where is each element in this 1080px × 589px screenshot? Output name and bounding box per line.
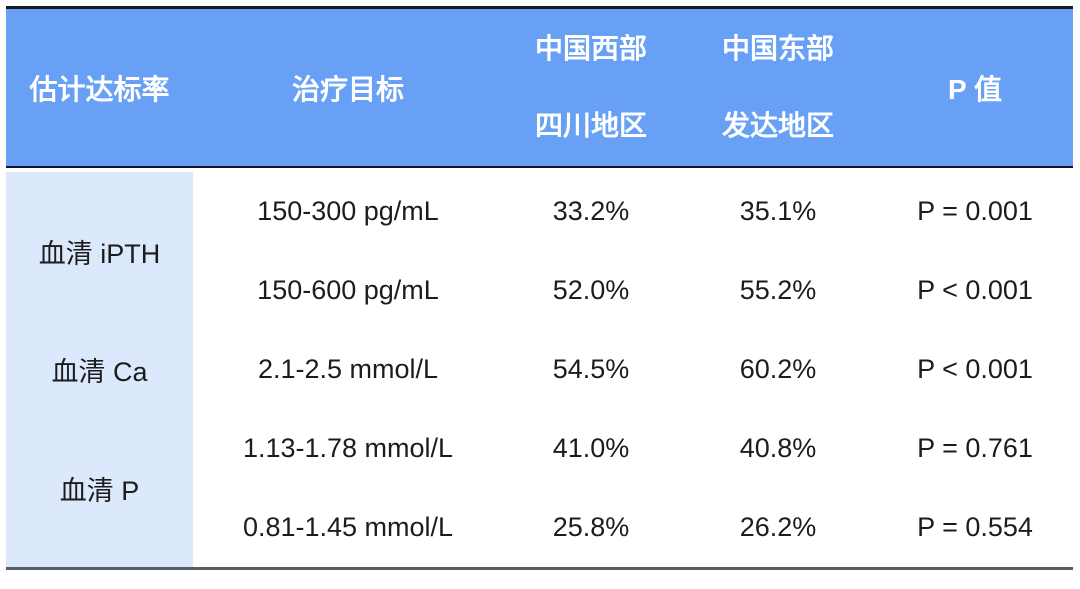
header-treatment-target: 治疗目标 [291, 73, 404, 105]
header-p-value: P 值 [948, 73, 1002, 105]
table-header-row: 估计达标率 治疗目标 中国西部 四川地区 中国东部 发达地区 P 值 [6, 9, 1073, 168]
cell-p-value: P = 0.001 [917, 196, 1033, 226]
cell-east-rate: 60.2% [739, 354, 817, 384]
cell-target: 150-300 pg/mL [257, 196, 439, 226]
row-group-label-serum-ipth: 血清 iPTH [6, 172, 193, 330]
cell-west-rate: 54.5% [552, 354, 630, 384]
header-west-china-line2: 四川地区 [534, 110, 647, 141]
cell-target: 150-600 pg/mL [257, 275, 439, 305]
achievement-rate-table: 估计达标率 治疗目标 中国西部 四川地区 中国东部 发达地区 P 值 血清 iP… [6, 6, 1073, 570]
header-east-china-developed: 中国东部 发达地区 [679, 9, 877, 166]
cell-p-value: P = 0.554 [917, 512, 1033, 542]
header-east-china-line2: 发达地区 [721, 110, 834, 141]
cell-west-rate: 52.0% [552, 275, 630, 305]
row-group-label-serum-ca: 血清 Ca [6, 330, 193, 409]
cell-west-rate: 33.2% [552, 196, 630, 226]
cell-west-rate: 25.8% [552, 512, 630, 542]
cell-east-rate: 40.8% [739, 433, 817, 463]
cell-p-value: P = 0.761 [917, 433, 1033, 463]
header-estimated-achievement-rate: 估计达标率 [29, 73, 170, 105]
cell-p-value: P < 0.001 [917, 275, 1033, 305]
cell-target: 1.13-1.78 mmol/L [242, 433, 454, 463]
table-body: 血清 iPTH 血清 Ca 血清 P 150-300 pg/mL 33.2% 3… [6, 172, 1073, 570]
cell-east-rate: 55.2% [739, 275, 817, 305]
cell-east-rate: 26.2% [739, 512, 817, 542]
cell-target: 2.1-2.5 mmol/L [257, 354, 439, 384]
cell-p-value: P < 0.001 [917, 354, 1033, 384]
row-group-label-serum-p: 血清 P [6, 409, 193, 567]
header-west-china-sichuan: 中国西部 四川地区 [503, 9, 679, 166]
cell-east-rate: 35.1% [739, 196, 817, 226]
header-west-china-line1: 中国西部 [534, 33, 647, 64]
header-east-china-line1: 中国东部 [721, 33, 834, 64]
cell-west-rate: 41.0% [552, 433, 630, 463]
cell-target: 0.81-1.45 mmol/L [242, 512, 454, 542]
